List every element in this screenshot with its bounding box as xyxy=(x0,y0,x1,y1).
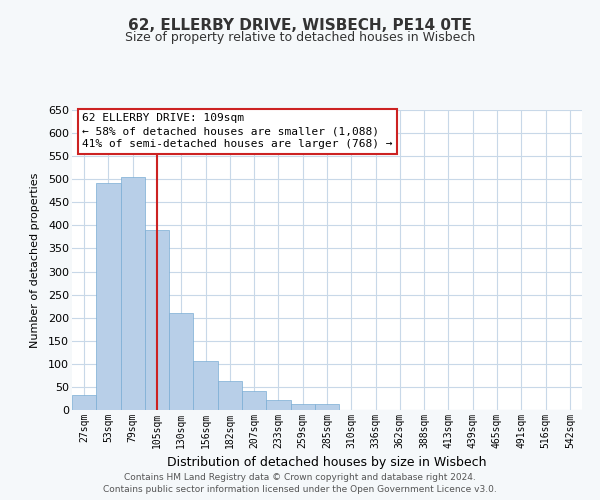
Text: Size of property relative to detached houses in Wisbech: Size of property relative to detached ho… xyxy=(125,31,475,44)
Y-axis label: Number of detached properties: Number of detached properties xyxy=(30,172,40,348)
Bar xyxy=(96,183,121,410)
Bar xyxy=(145,230,169,410)
Bar xyxy=(193,360,218,410)
Bar xyxy=(242,391,266,410)
Bar xyxy=(169,313,193,410)
Text: 62 ELLERBY DRIVE: 109sqm
← 58% of detached houses are smaller (1,088)
41% of sem: 62 ELLERBY DRIVE: 109sqm ← 58% of detach… xyxy=(82,113,392,150)
Bar xyxy=(72,395,96,410)
Text: 62, ELLERBY DRIVE, WISBECH, PE14 0TE: 62, ELLERBY DRIVE, WISBECH, PE14 0TE xyxy=(128,18,472,32)
X-axis label: Distribution of detached houses by size in Wisbech: Distribution of detached houses by size … xyxy=(167,456,487,469)
Bar xyxy=(266,400,290,410)
Bar xyxy=(290,404,315,410)
Bar xyxy=(121,178,145,410)
Bar xyxy=(218,382,242,410)
Text: Contains HM Land Registry data © Crown copyright and database right 2024.
Contai: Contains HM Land Registry data © Crown c… xyxy=(103,473,497,494)
Bar xyxy=(315,404,339,410)
